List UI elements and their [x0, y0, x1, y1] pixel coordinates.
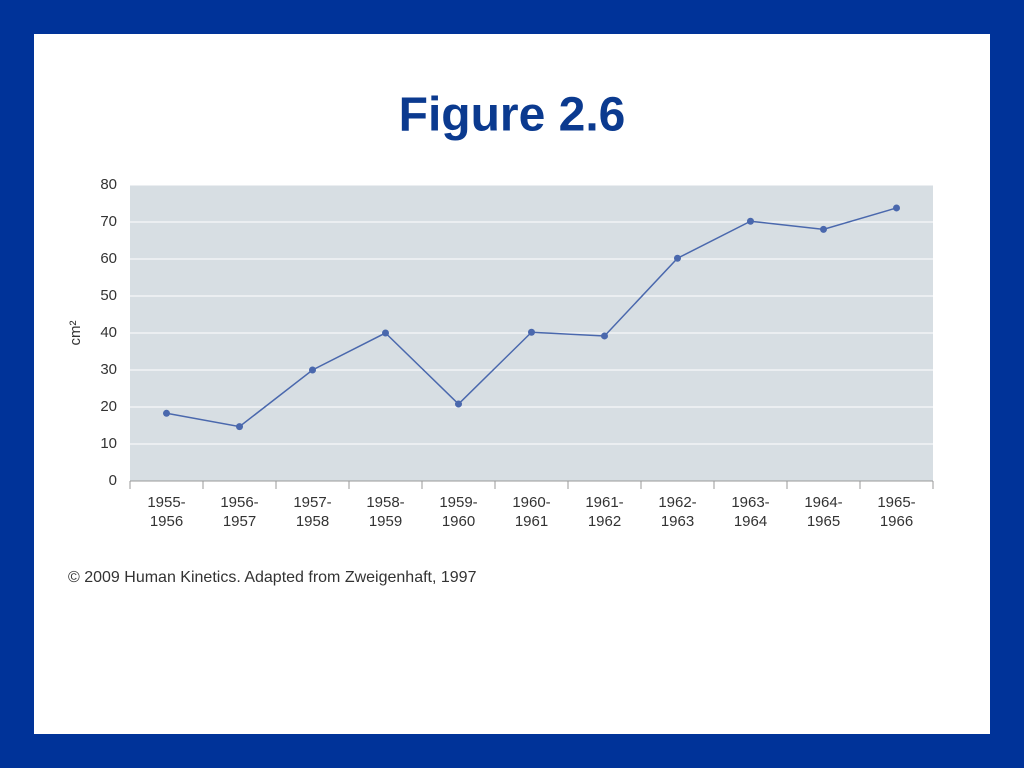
data-point	[236, 423, 243, 431]
x-tick-label: 1955-1956	[147, 494, 186, 530]
data-point	[382, 329, 389, 337]
y-tick-label: 60	[100, 250, 117, 267]
x-tick-label: 1961-1962	[585, 494, 624, 530]
y-tick-label: 50	[100, 287, 117, 304]
source-note: © 2009 Human Kinetics. Adapted from Zwei…	[68, 569, 477, 586]
y-tick-label: 40	[100, 324, 117, 341]
data-point	[893, 204, 900, 212]
y-tick-label: 0	[109, 472, 117, 489]
x-tick-label: 1965-1966	[877, 494, 916, 530]
y-tick-label: 80	[100, 176, 117, 193]
data-point	[820, 225, 827, 233]
x-tick-label: 1964-1965	[804, 494, 843, 530]
y-tick-label: 10	[100, 435, 117, 452]
data-point	[747, 217, 754, 225]
data-point	[455, 400, 462, 408]
data-point	[163, 409, 170, 417]
x-tick-label: 1957-1958	[293, 494, 332, 530]
data-point	[309, 366, 316, 374]
data-point	[601, 332, 608, 340]
x-tick-label: 1962-1963	[658, 494, 697, 530]
x-tick-label: 1959-1960	[439, 494, 478, 530]
x-tick-label: 1956-1957	[220, 494, 259, 530]
data-point	[528, 328, 535, 336]
chart-title: Figure 2.6	[399, 89, 626, 142]
x-tick-label: 1960-1961	[512, 494, 551, 530]
x-tick-label: 1958-1959	[366, 494, 405, 530]
data-point	[674, 254, 681, 262]
y-tick-label: 20	[100, 398, 117, 415]
y-tick-label: 30	[100, 361, 117, 378]
y-tick-label: 70	[100, 213, 117, 230]
y-axis-label: cm²	[67, 321, 84, 346]
x-tick-label: 1963-1964	[731, 494, 770, 530]
